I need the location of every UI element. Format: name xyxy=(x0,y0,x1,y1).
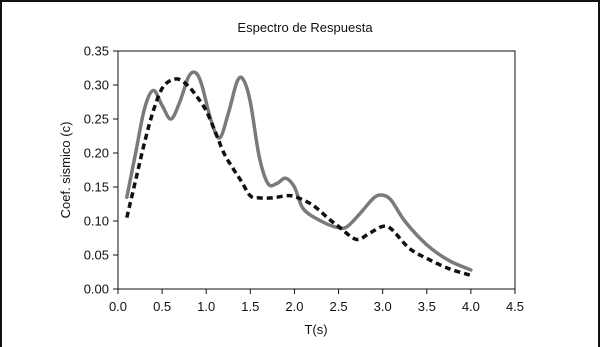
x-tick-label: 4.0 xyxy=(462,299,480,314)
plot-area xyxy=(117,50,516,290)
y-tick-label: 0.10 xyxy=(84,214,109,229)
x-tick-label: 2.0 xyxy=(285,299,303,314)
x-tick-label: 4.5 xyxy=(506,299,524,314)
y-tick-label: 0.00 xyxy=(84,282,109,297)
y-tick-label: 0.25 xyxy=(84,112,109,127)
series-line-solid xyxy=(125,70,473,272)
y-axis-title: Coef. sismico (c) xyxy=(58,122,73,219)
series-line-dashed xyxy=(125,77,472,278)
y-tick-label: 0.20 xyxy=(84,146,109,161)
x-tick-label: 2.5 xyxy=(330,299,348,314)
y-tick-label: 0.30 xyxy=(84,78,109,93)
y-tick-label: 0.05 xyxy=(84,248,109,263)
chart-title: Espectro de Respuesta xyxy=(237,20,373,35)
x-tick-label: 1.5 xyxy=(241,299,259,314)
x-axis-title: T(s) xyxy=(304,322,327,337)
x-tick-label: 0.0 xyxy=(109,299,127,314)
y-axis: 0.00 0.05 0.10 0.15 0.20 0.25 0.30 0.35 xyxy=(84,44,118,297)
x-axis: 0.0 0.5 1.0 1.5 2.0 2.5 3.0 3.5 4.0 4.5 xyxy=(109,289,524,314)
series-layer xyxy=(125,70,473,278)
x-tick-label: 0.5 xyxy=(153,299,171,314)
x-tick-label: 3.5 xyxy=(418,299,436,314)
y-tick-label: 0.35 xyxy=(84,44,109,59)
x-tick-label: 1.0 xyxy=(197,299,215,314)
x-tick-label: 3.0 xyxy=(374,299,392,314)
y-tick-label: 0.15 xyxy=(84,180,109,195)
